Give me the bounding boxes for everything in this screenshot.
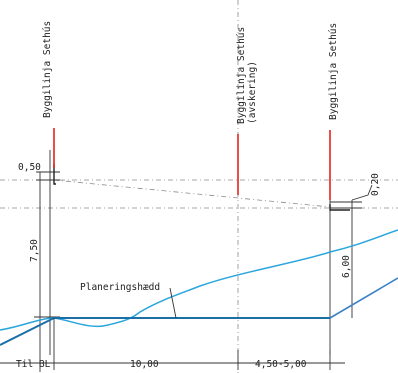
building-line-label-left: Byggilinja Sethús <box>42 21 53 118</box>
til-bl-label: Til BL <box>16 359 51 370</box>
right-leader <box>351 184 373 201</box>
right-dimension <box>329 140 373 355</box>
planning-level-label: Planeringshædd <box>80 282 160 293</box>
left-slope-line <box>0 317 55 346</box>
right-marker <box>329 204 350 211</box>
right-offset-label: 0,20 <box>370 173 381 196</box>
bottom-dimension <box>0 318 345 370</box>
distance-1-label: 10,00 <box>130 359 159 370</box>
top-offset-label: 0,50 <box>18 162 41 173</box>
distance-2-label: 4,50-5,00 <box>255 359 307 370</box>
building-line-sublabel-middle: (avskering) <box>247 61 258 124</box>
sloped-reference-line <box>53 179 331 208</box>
building-line-label-middle: Byggilinja Sethús <box>236 27 247 124</box>
right-slope-line <box>329 277 398 319</box>
right-height-label: 6,00 <box>341 255 352 278</box>
terrain-line <box>0 229 398 331</box>
planning-label-leader <box>169 287 177 319</box>
terrain <box>0 229 398 346</box>
building-line-label-right: Byggilinja Sethús <box>328 23 339 120</box>
building-lines <box>53 128 331 200</box>
left-height-label: 7,50 <box>29 239 40 262</box>
left-marker <box>53 164 56 185</box>
